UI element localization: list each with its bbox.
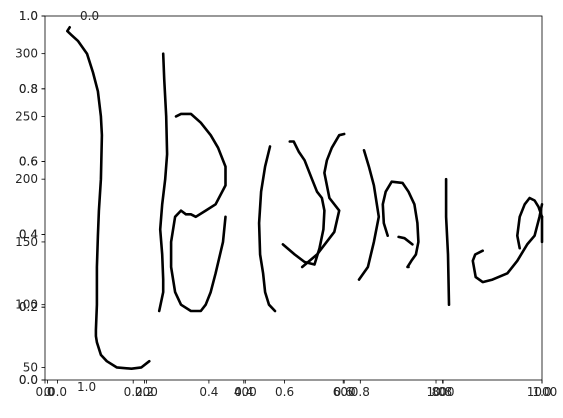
axes_tertiary-ytick-label: 0.0 <box>19 373 38 387</box>
axes_secondary-ytick-label: 300 <box>15 47 38 61</box>
axes_primary-ytick-label: 0.4 <box>19 227 38 241</box>
axes_secondary-xtick-label: 600 <box>333 385 356 399</box>
axes_tertiary-xtick-label: 0.8 <box>351 385 370 399</box>
axes_tertiary-xtick-label: 0.6 <box>275 385 294 399</box>
axes_primary-xtick-label: 0.0 <box>35 385 54 399</box>
axes_secondary-xtick-label: 1000 <box>527 385 558 399</box>
primary-axis-ticks: 0.0 0.2 0.4 0.6 0.8 1.00.00.20.40.60.81.0 <box>19 9 552 399</box>
axes_tertiary-xtick-label: 0.0 <box>48 385 67 399</box>
plot-area <box>44 15 544 381</box>
axes_secondary-xtick-label: 0 <box>44 385 52 399</box>
axes_secondary-ytick-label: 50 <box>23 360 38 374</box>
series-stroke-7 <box>357 149 381 281</box>
axes_tertiary-ytick-label: 1.0 <box>19 9 38 23</box>
tertiary-axis-ticks: 0.0 0.2 0.4 0.6 0.8 1.00.00.20.40.60.81.0 <box>19 9 446 399</box>
axes-frame <box>44 15 543 381</box>
series-stroke-10 <box>444 177 451 307</box>
axes_primary-xtick-label: 1.0 <box>532 385 551 399</box>
axes_primary-xtick-label: 0.4 <box>234 385 253 399</box>
axes_primary-ytick-label: 1.0 <box>19 9 38 23</box>
axes_primary-ytick-label: 0.8 <box>19 82 38 96</box>
series-stroke-2 <box>157 52 169 313</box>
axes_primary-ytick-label: 0.6 <box>19 155 38 169</box>
axes_secondary-ytick-label: 250 <box>15 109 38 123</box>
axes_primary-xtick-label: 0.6 <box>334 385 353 399</box>
axes_tertiary-ytick-label: 0.8 <box>19 82 38 96</box>
top-clipped-tick-label: 0.0 <box>80 9 99 23</box>
axes_primary-xtick-label: 0.2 <box>135 385 154 399</box>
series-stroke-12 <box>515 196 544 250</box>
axes_secondary-ytick-label: 100 <box>15 298 38 312</box>
series-stroke-8 <box>381 180 420 269</box>
bottom-clipped-tick-label: 1.0 <box>77 380 96 394</box>
axes_tertiary-xtick-label: 0.4 <box>199 385 218 399</box>
series-stroke-4 <box>257 145 277 313</box>
series-stroke-3 <box>169 112 227 313</box>
axes_tertiary-xtick-label: 0.2 <box>124 385 143 399</box>
axes_tertiary-xtick-label: 1.0 <box>426 385 445 399</box>
series-stroke-11 <box>471 203 544 284</box>
series-stroke-6 <box>300 132 346 269</box>
axes_primary-xtick-label: 0.8 <box>433 385 452 399</box>
series-stroke-9 <box>397 235 414 246</box>
axes_tertiary-ytick-label: 0.6 <box>19 155 38 169</box>
series-stroke-1 <box>66 25 151 371</box>
axes_secondary-xtick-label: 200 <box>135 385 158 399</box>
axes_secondary-xtick-label: 800 <box>432 385 455 399</box>
axes_primary-ytick-label: 0.0 <box>19 373 38 387</box>
axes_secondary-ytick-label: 200 <box>15 172 38 186</box>
axes_secondary-ytick-label: 150 <box>15 235 38 249</box>
axes_tertiary-ytick-label: 0.2 <box>19 300 38 314</box>
axes_tertiary-ytick-label: 0.4 <box>19 227 38 241</box>
axes_secondary-xtick-label: 400 <box>234 385 257 399</box>
secondary-axis-ticks: 0 200 400 600 800 1000 50 100 150 200 250 300 <box>15 47 557 399</box>
axes_primary-ytick-label: 0.2 <box>19 300 38 314</box>
handwriting-strokes <box>66 25 544 371</box>
